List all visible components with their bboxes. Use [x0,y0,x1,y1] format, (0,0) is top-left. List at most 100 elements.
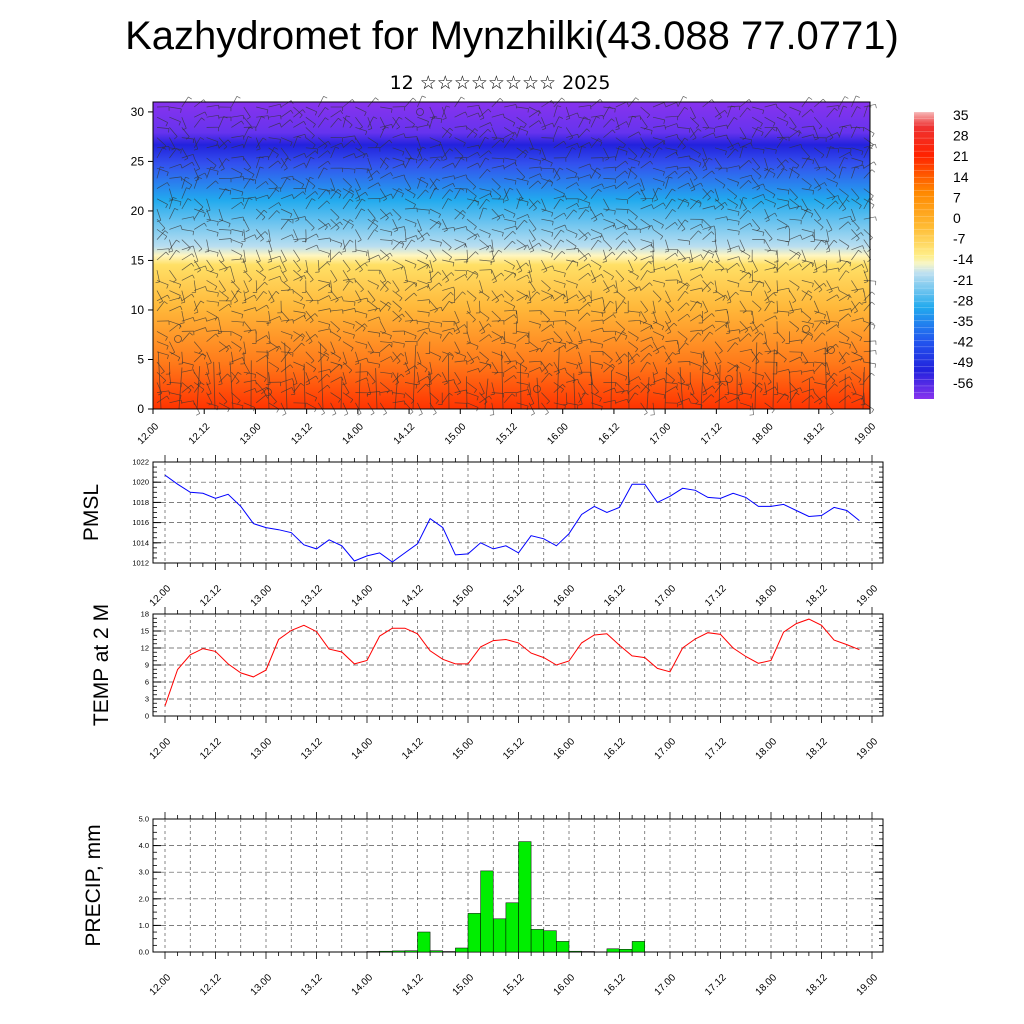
wind-barb-tick [488,234,491,239]
wind-barb [156,294,168,302]
wind-barb [664,367,667,410]
wind-barb-tick [623,240,627,244]
wind-barb-tick [797,255,801,260]
wind-barb [652,290,662,300]
wind-barb [516,219,525,230]
wind-barb [628,319,641,322]
wind-barb-tick [564,273,566,278]
wind-barb [181,216,194,220]
wind-barb-tick [351,194,354,199]
wind-barb-tick [466,125,468,130]
wind-barb-tick [873,161,877,166]
wind-barb-tick [650,160,653,165]
wind-barb [590,99,601,108]
wind-barb-tick [600,142,603,147]
wind-barb-tick [701,330,703,335]
wind-barb [590,239,599,251]
wind-barb-tick [871,133,875,138]
wind-barb-tick [473,195,477,200]
wind-barb-tick [798,251,802,256]
wind-barb [739,382,744,395]
wind-barb [677,392,683,405]
wind-barb-tick [753,270,758,273]
wind-barb [305,178,316,187]
wind-barb-tick [227,139,231,144]
wind-barb-tick [324,226,328,231]
wind-barb [739,198,747,209]
wind-barb-tick [598,138,602,142]
wind-barb-tick [254,374,256,379]
wind-barb [677,290,686,302]
wind-barb [541,179,550,189]
wind-barb-tick [835,343,839,348]
wind-barb-tick [756,167,761,171]
wind-barb [206,269,219,275]
wind-barb [863,259,869,272]
colorbar-label: 21 [953,148,969,164]
wind-barb [355,106,367,113]
wind-barb-tick [311,135,315,139]
wind-barb-tick [383,198,387,202]
wind-barb [268,290,275,302]
precip-bar [518,841,532,953]
wind-barb-tick [831,380,836,384]
wind-barb [690,266,702,271]
wind-barb [590,259,602,267]
wind-barb-tick [526,294,530,299]
wind-barb [652,341,660,353]
wind-barb [702,127,715,129]
wind-barb [255,395,266,404]
wind-barb [689,106,696,118]
wind-barb [392,373,402,383]
wind-barb-tick [672,209,676,212]
wind-barb [690,314,701,322]
wind-barb [752,229,764,233]
wind-barb-tick [463,356,467,361]
wind-barb [466,127,478,135]
wind-barb [863,320,876,326]
wind-barb-tick [191,253,195,258]
wind-barb-tick [794,197,798,201]
wind-barb [342,135,355,138]
wind-barb-tick [358,147,363,151]
precip-bar [568,950,582,953]
wind-barb [739,174,752,179]
wind-barb [280,378,293,383]
wind-barb [789,167,800,176]
wind-barb [380,212,391,220]
wind-barb [318,237,331,240]
wind-barb [739,392,752,396]
wind-barb-tick [289,213,293,218]
wind-barb [379,402,387,414]
wind-barb-tick [614,387,617,392]
wind-barb-tick [286,177,291,181]
wind-barb [851,331,862,338]
wind-barb-tick [406,372,411,375]
wind-barb [553,239,561,250]
wind-barb [305,259,309,272]
wind-barb [479,169,488,179]
wind-barb-tick [361,198,366,202]
wind-barb-tick [586,312,591,316]
wind-barb-tick [310,360,315,364]
wind-barb [615,121,627,128]
wind-barb [293,300,305,306]
wind-barb [280,194,293,200]
wind-barb [318,188,331,191]
wind-barb [764,229,773,239]
wind-barb-tick [265,395,269,399]
wind-barb [504,178,517,182]
wind-barb-tick [704,311,708,314]
wind-barb [652,377,665,383]
wind-barb [280,249,287,261]
wind-barb [851,358,864,363]
wind-barb [380,193,392,200]
heatmap-ytick-label: 10 [131,303,145,317]
heatmap-xtick-label: 16.00 [545,421,571,447]
wind-barb [615,353,625,363]
wind-barb [429,239,442,243]
wind-barb-tick [349,280,354,284]
wind-barb-tick [414,335,417,340]
wind-barb-tick [486,198,490,202]
wind-barb-tick [675,353,680,355]
